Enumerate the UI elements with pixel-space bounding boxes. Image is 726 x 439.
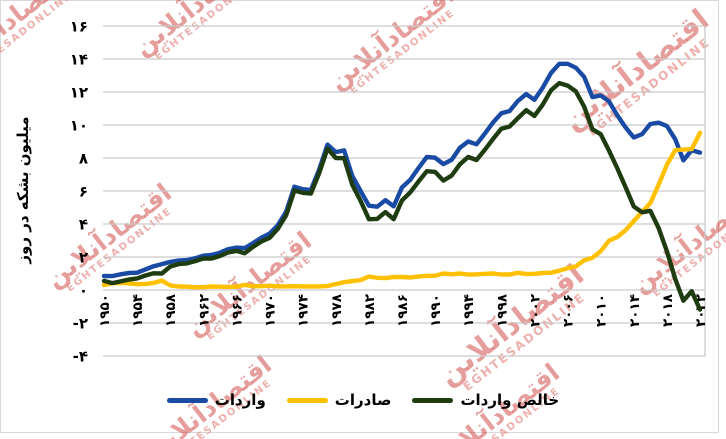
y-tick-label: ۰ [79,282,88,300]
legend-swatch-imports [166,397,208,403]
y-tick-label: ۲ [79,249,88,267]
exports-line [101,130,703,290]
imports-line [101,61,703,279]
legend-swatch-net-imports [412,397,454,403]
x-tick-label: ۱۹۷۴ [296,294,312,327]
x-tick-label: ۱۹۵۴ [130,294,146,327]
legend-item-exports: صادرات [286,391,392,409]
x-tick-label: ۱۹۹۴ [461,294,477,327]
x-tick-label: ۱۹۹۰ [428,294,444,327]
x-tick-label: ۲۰۱۸ [660,293,676,327]
x-tick-label: ۱۹۷۰ [263,294,279,327]
y-tick-label: ۱۲ [70,84,88,102]
legend-item-net-imports: خالص واردات [412,391,559,409]
y-tick-label: ۶ [79,183,88,201]
y-tick-label: ۴ [79,216,88,234]
x-tick-label: ۱۹۶۲ [196,293,212,327]
y-tick-label: ۸ [79,150,88,168]
x-tick-label: ۱۹۹۸ [494,293,510,327]
x-tick-label: ۲۰۱۴ [627,294,643,327]
x-tick-label: ۱۹۷۸ [329,293,345,327]
x-tick-label: ۲۰۰۶ [561,294,577,327]
x-tick-label: ۲۰۱۰ [594,294,610,327]
legend-swatch-exports [286,397,328,403]
chart-frame [0,0,719,433]
y-tick-label: -۲ [73,315,88,333]
legend-label-imports: واردات [214,391,266,409]
legend-label-net-imports: خالص واردات [460,391,560,409]
y-tick-label: ۱۶ [70,18,88,36]
x-tick-label: ۱۹۵۸ [163,293,179,327]
x-tick-label: ۱۹۸۶ [395,294,411,327]
x-tick-label: ۱۹۵۰ [97,294,113,327]
legend: واردات صادرات خالص واردات [0,391,726,409]
y-tick-label: ۱۰ [70,117,88,135]
x-tick-label: ۱۹۸۲ [362,293,378,327]
legend-item-imports: واردات [166,391,266,409]
y-tick-label: ۱۴ [70,51,88,69]
legend-label-exports: صادرات [334,391,392,409]
y-tick-label: -۴ [73,348,88,366]
x-tick-label: ۱۹۶۶ [229,294,245,327]
net-imports-line [101,80,703,312]
x-tick-label: ۲۰۰۲ [527,293,543,327]
y-axis-title: میلیون بشکه در روز [14,116,32,264]
